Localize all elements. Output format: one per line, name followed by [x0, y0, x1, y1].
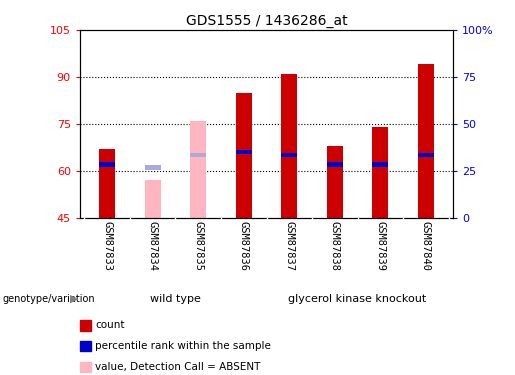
- Text: GSM87839: GSM87839: [375, 221, 385, 271]
- Bar: [99, 149, 115, 217]
- Text: genotype/variation: genotype/variation: [3, 294, 95, 304]
- Bar: [190, 153, 206, 158]
- Bar: [145, 180, 161, 218]
- Bar: [418, 153, 434, 158]
- Bar: [145, 165, 161, 170]
- Text: ▶: ▶: [70, 294, 78, 304]
- Text: value, Detection Call = ABSENT: value, Detection Call = ABSENT: [95, 362, 261, 372]
- Bar: [281, 153, 297, 158]
- Bar: [372, 127, 388, 218]
- Text: GSM87834: GSM87834: [148, 221, 158, 271]
- Text: GSM87833: GSM87833: [102, 221, 112, 271]
- Bar: [418, 64, 434, 218]
- Text: GSM87840: GSM87840: [421, 221, 431, 271]
- Bar: [190, 121, 206, 218]
- Text: count: count: [95, 321, 125, 330]
- Bar: [372, 162, 388, 167]
- Bar: [236, 150, 252, 154]
- Text: GSM87837: GSM87837: [284, 221, 294, 271]
- Text: GSM87835: GSM87835: [193, 221, 203, 271]
- Title: GDS1555 / 1436286_at: GDS1555 / 1436286_at: [186, 13, 347, 28]
- Text: wild type: wild type: [150, 294, 201, 304]
- Bar: [99, 162, 115, 167]
- Text: percentile rank within the sample: percentile rank within the sample: [95, 341, 271, 351]
- Text: GSM87836: GSM87836: [239, 221, 249, 271]
- Bar: [327, 162, 343, 167]
- Text: glycerol kinase knockout: glycerol kinase knockout: [288, 294, 427, 304]
- Bar: [236, 93, 252, 218]
- Bar: [327, 146, 343, 218]
- Text: GSM87838: GSM87838: [330, 221, 340, 271]
- Bar: [281, 74, 297, 217]
